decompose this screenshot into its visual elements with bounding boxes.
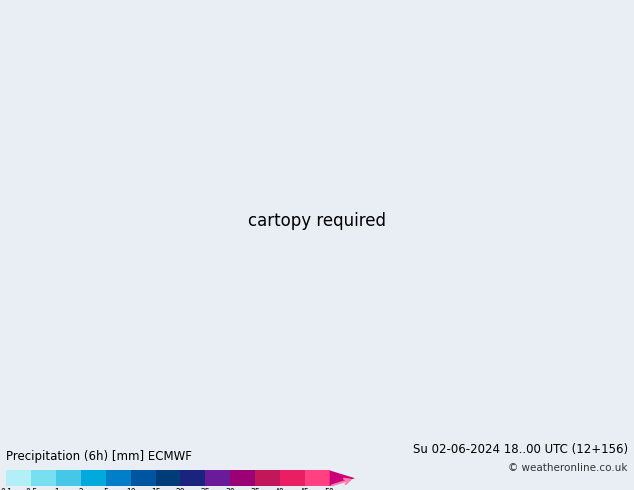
Bar: [181, 470, 205, 486]
Text: 10: 10: [126, 488, 136, 490]
Text: 30: 30: [225, 488, 235, 490]
Text: 0.1: 0.1: [1, 488, 12, 490]
Text: 1: 1: [54, 488, 58, 490]
Bar: [305, 470, 330, 486]
Bar: [230, 470, 255, 486]
Bar: [81, 470, 106, 486]
Text: 15: 15: [151, 488, 160, 490]
Text: 40: 40: [275, 488, 285, 490]
Text: Su 02-06-2024 18..00 UTC (12+156): Su 02-06-2024 18..00 UTC (12+156): [413, 443, 628, 457]
Text: 35: 35: [250, 488, 260, 490]
Text: cartopy required: cartopy required: [248, 212, 386, 229]
Text: 2: 2: [79, 488, 83, 490]
Text: 20: 20: [176, 488, 185, 490]
Bar: [106, 470, 131, 486]
Bar: [56, 470, 81, 486]
Bar: [31, 470, 56, 486]
Bar: [131, 470, 155, 486]
Bar: [6, 470, 31, 486]
Text: Precipitation (6h) [mm] ECMWF: Precipitation (6h) [mm] ECMWF: [6, 450, 192, 463]
Text: 50: 50: [325, 488, 335, 490]
Polygon shape: [330, 470, 355, 486]
Text: 45: 45: [300, 488, 309, 490]
Bar: [205, 470, 230, 486]
Text: © weatheronline.co.uk: © weatheronline.co.uk: [508, 463, 628, 473]
Bar: [255, 470, 280, 486]
Text: 0.5: 0.5: [25, 488, 37, 490]
Bar: [280, 470, 305, 486]
Text: 25: 25: [200, 488, 210, 490]
Text: 5: 5: [103, 488, 108, 490]
Bar: [155, 470, 181, 486]
